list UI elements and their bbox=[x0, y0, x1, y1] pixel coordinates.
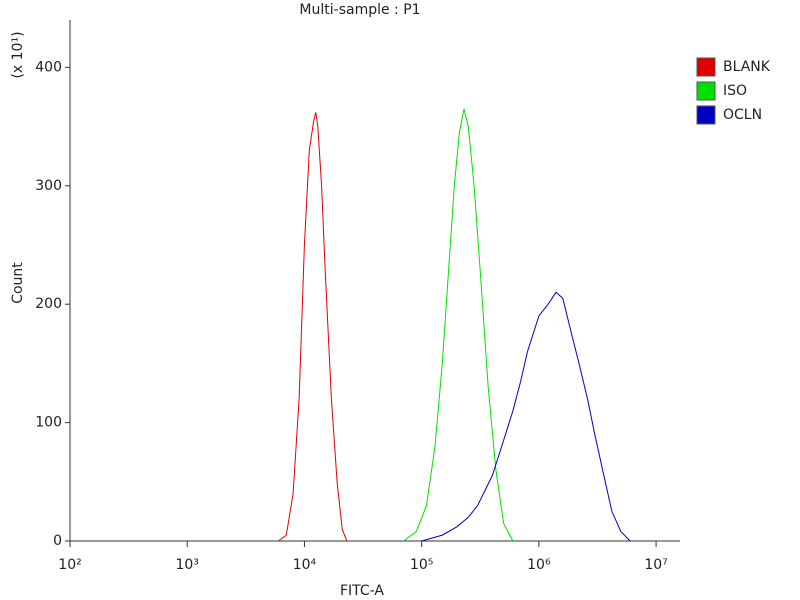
legend-swatch bbox=[696, 81, 716, 101]
x-axis-label: FITC-A bbox=[340, 583, 384, 599]
y-tick-label: 300 bbox=[35, 178, 62, 194]
x-tick-label: 10⁴ bbox=[293, 557, 317, 573]
y-axis-label: Count bbox=[10, 262, 26, 304]
legend-swatch bbox=[696, 57, 716, 77]
y-tick-label: 200 bbox=[35, 296, 62, 312]
histogram-line bbox=[278, 112, 348, 542]
x-tick-label: 10⁵ bbox=[410, 557, 433, 573]
legend-label: OCLN bbox=[723, 107, 762, 123]
y-tick-label: 100 bbox=[35, 415, 62, 431]
histogram-line bbox=[421, 291, 631, 542]
legend-label: BLANK bbox=[723, 59, 771, 75]
y-tick-label: 400 bbox=[35, 59, 62, 75]
histogram-line bbox=[403, 108, 514, 542]
x-tick-label: 10⁷ bbox=[644, 557, 667, 573]
y-multiplier: (x 10¹) bbox=[10, 31, 26, 78]
x-tick-label: 10⁶ bbox=[527, 557, 551, 573]
legend-label: ISO bbox=[723, 83, 747, 99]
x-tick-label: 10³ bbox=[175, 557, 198, 573]
x-tick-label: 10² bbox=[58, 557, 81, 573]
y-tick-label: 0 bbox=[53, 533, 62, 549]
chart-title: Multi-sample : P1 bbox=[299, 2, 420, 18]
legend-swatch bbox=[696, 105, 716, 125]
